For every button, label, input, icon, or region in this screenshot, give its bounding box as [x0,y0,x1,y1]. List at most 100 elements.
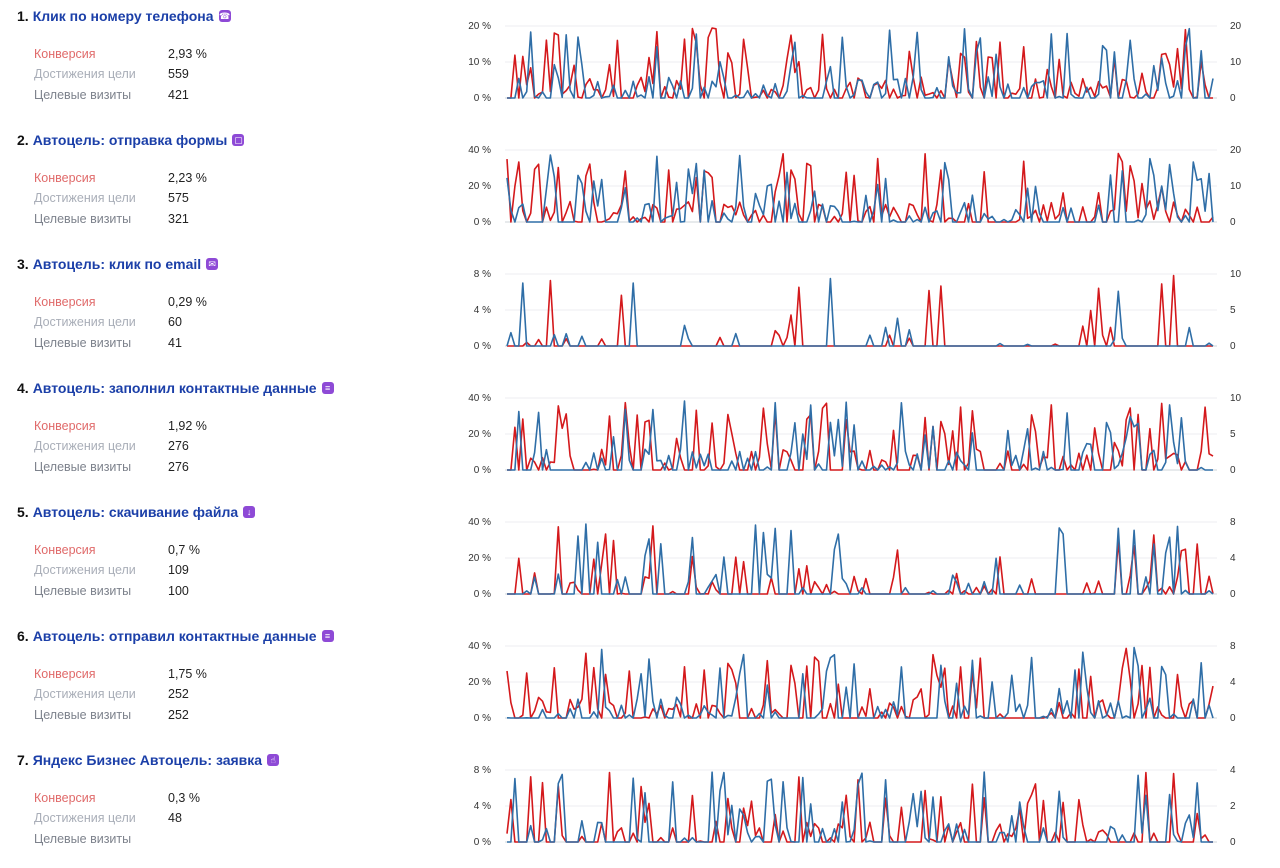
left-axis-tick: 40 % [468,145,491,156]
visits-series-line [506,154,1214,223]
metric-label-reaches: Достижения цели [34,563,136,577]
goal-chart: 8 % 4 4 % 2 0 % 0 [474,765,1236,848]
left-axis-tick: 8 % [474,269,491,280]
right-axis-tick: 4 [1230,553,1236,564]
phone-icon: ☎ [218,10,231,22]
goal-title-text[interactable]: Автоцель: отправка формы [32,132,228,148]
right-axis-tick: 5 [1230,305,1236,316]
metric-label-conversion: Конверсия [34,791,96,805]
metric-value-conversion: 1,75 % [168,667,207,681]
goal-title[interactable]: 7. Яндекс Бизнес Автоцель: заявка ☝ [17,752,280,768]
left-axis-tick: 0 % [474,217,491,228]
left-axis-tick: 20 % [468,181,491,192]
left-axis-tick: 10 % [468,57,491,68]
contact-card-icon: ≡ [321,382,334,394]
goal-title[interactable]: 4. Автоцель: заполнил контактные данные ≡ [17,380,334,396]
right-axis-tick: 0 [1230,713,1236,724]
metric-value-visits: 100 [168,584,189,598]
goal-number: 5. [17,504,29,520]
goal-title-text[interactable]: Автоцель: отправил контактные данные [32,628,317,644]
right-axis-tick: 10 [1230,393,1242,404]
goal-number: 4. [17,380,29,396]
metric-label-reaches: Достижения цели [34,439,136,453]
left-axis-tick: 20 % [468,21,491,32]
visits-series-line [506,646,1214,719]
right-axis-tick: 0 [1230,589,1236,600]
metric-value-visits: 421 [168,88,189,102]
right-axis-tick: 20 [1230,145,1242,156]
left-axis-tick: 0 % [474,93,491,104]
metric-label-visits: Целевые визиты [34,832,132,846]
metric-label-conversion: Конверсия [34,419,96,433]
right-axis-tick: 8 [1230,517,1236,528]
conversion-series-line [507,525,1214,595]
left-axis-tick: 20 % [468,553,491,564]
goal-title-text[interactable]: Яндекс Бизнес Автоцель: заявка [32,752,263,768]
goal-number: 3. [17,256,29,272]
metric-label-visits: Целевые визиты [34,460,132,474]
metric-value-conversion: 2,23 % [168,171,207,185]
metric-value-reaches: 559 [168,67,189,81]
goal-title[interactable]: 3. Автоцель: клик по email ✉ [17,256,219,272]
left-axis-tick: 0 % [474,341,491,352]
right-axis-tick: 2 [1230,801,1236,812]
left-axis-tick: 0 % [474,465,491,476]
right-axis-tick: 10 [1230,181,1242,192]
left-axis-tick: 40 % [468,393,491,404]
goal-block: 7. Яндекс Бизнес Автоцель: заявка ☝ Конверс… [0,744,1280,868]
goal-title-text[interactable]: Автоцель: скачивание файла [32,504,239,520]
metric-value-conversion: 0,29 % [168,295,207,309]
goal-title-text[interactable]: Автоцель: клик по email [32,256,202,272]
metric-value-visits: 321 [168,212,189,226]
goal-title-text[interactable]: Клик по номеру телефона [32,8,214,24]
contact-card-icon: ≡ [321,630,334,642]
goal-number: 1. [17,8,29,24]
metric-label-visits: Целевые визиты [34,584,132,598]
goal-chart: 40 % 820 % 40 % 0 [468,517,1236,600]
visits-series-line [507,523,1214,595]
email-icon: ✉ [206,258,219,270]
metric-label-visits: Целевые визиты [34,88,132,102]
right-axis-tick: 0 [1230,93,1236,104]
goal-title-text[interactable]: Автоцель: заполнил контактные данные [32,380,317,396]
goal-number: 7. [17,752,29,768]
goal-chart: 40 % 20 20 % 10 0 % 0 [468,145,1242,228]
metric-label-reaches: Достижения цели [34,191,136,205]
metric-label-visits: Целевые визиты [34,708,132,722]
left-axis-tick: 0 % [474,713,491,724]
goal-title[interactable]: 6. Автоцель: отправил контактные данные ≡ [17,628,334,644]
goal-block: 5. Автоцель: скачивание файла ↓ Конверсия 0,… [0,496,1280,620]
conversion-series-line [506,647,1214,719]
metric-value-reaches: 48 [168,811,182,825]
right-axis-tick: 0 [1230,341,1236,352]
goal-block: 4. Автоцель: заполнил контактные данные ≡ К… [0,372,1280,496]
goal-chart: 8 % 10 4 % 5 0 % 0 [474,269,1242,352]
goal-chart: 20 % 20 10 % 10 0 % 0 [468,21,1241,104]
metric-value-visits: 276 [168,460,189,474]
conversion-series-line [506,771,1213,843]
goal-number: 2. [17,132,29,148]
goal-block: 1. Клик по номеру телефона ☎ Конверсия 2,93 … [0,0,1280,124]
goal-number: 6. [17,628,29,644]
goal-block: 6. Автоцель: отправил контактные данные ≡ К… [0,620,1280,744]
metric-value-conversion: 1,92 % [168,419,207,433]
right-axis-tick: 0 [1230,217,1236,228]
right-axis-tick: 4 [1230,677,1236,688]
metric-value-reaches: 276 [168,439,189,453]
goal-block: 2. Автоцель: отправка формы ▢ Конверсия 2,23… [0,124,1280,248]
right-axis-tick: 10 [1230,269,1242,280]
left-axis-tick: 8 % [474,765,491,776]
pointer-icon: ☝ [267,754,280,766]
goal-block: 3. Автоцель: клик по email ✉ Конверсия 0,29 … [0,248,1280,372]
goal-title[interactable]: 1. Клик по номеру телефона ☎ [17,8,231,24]
left-axis-tick: 20 % [468,429,491,440]
left-axis-tick: 0 % [474,589,491,600]
metric-value-visits: 41 [168,336,182,350]
goal-title[interactable]: 2. Автоцель: отправка формы ▢ [17,132,245,148]
goal-title[interactable]: 5. Автоцель: скачивание файла ↓ [17,504,256,520]
metric-label-conversion: Конверсия [34,171,96,185]
metric-label-conversion: Конверсия [34,295,96,309]
goal-chart: 40 % 10 20 % 5 0 % 0 [468,393,1242,476]
left-axis-tick: 20 % [468,677,491,688]
metric-label-conversion: Конверсия [34,47,96,61]
